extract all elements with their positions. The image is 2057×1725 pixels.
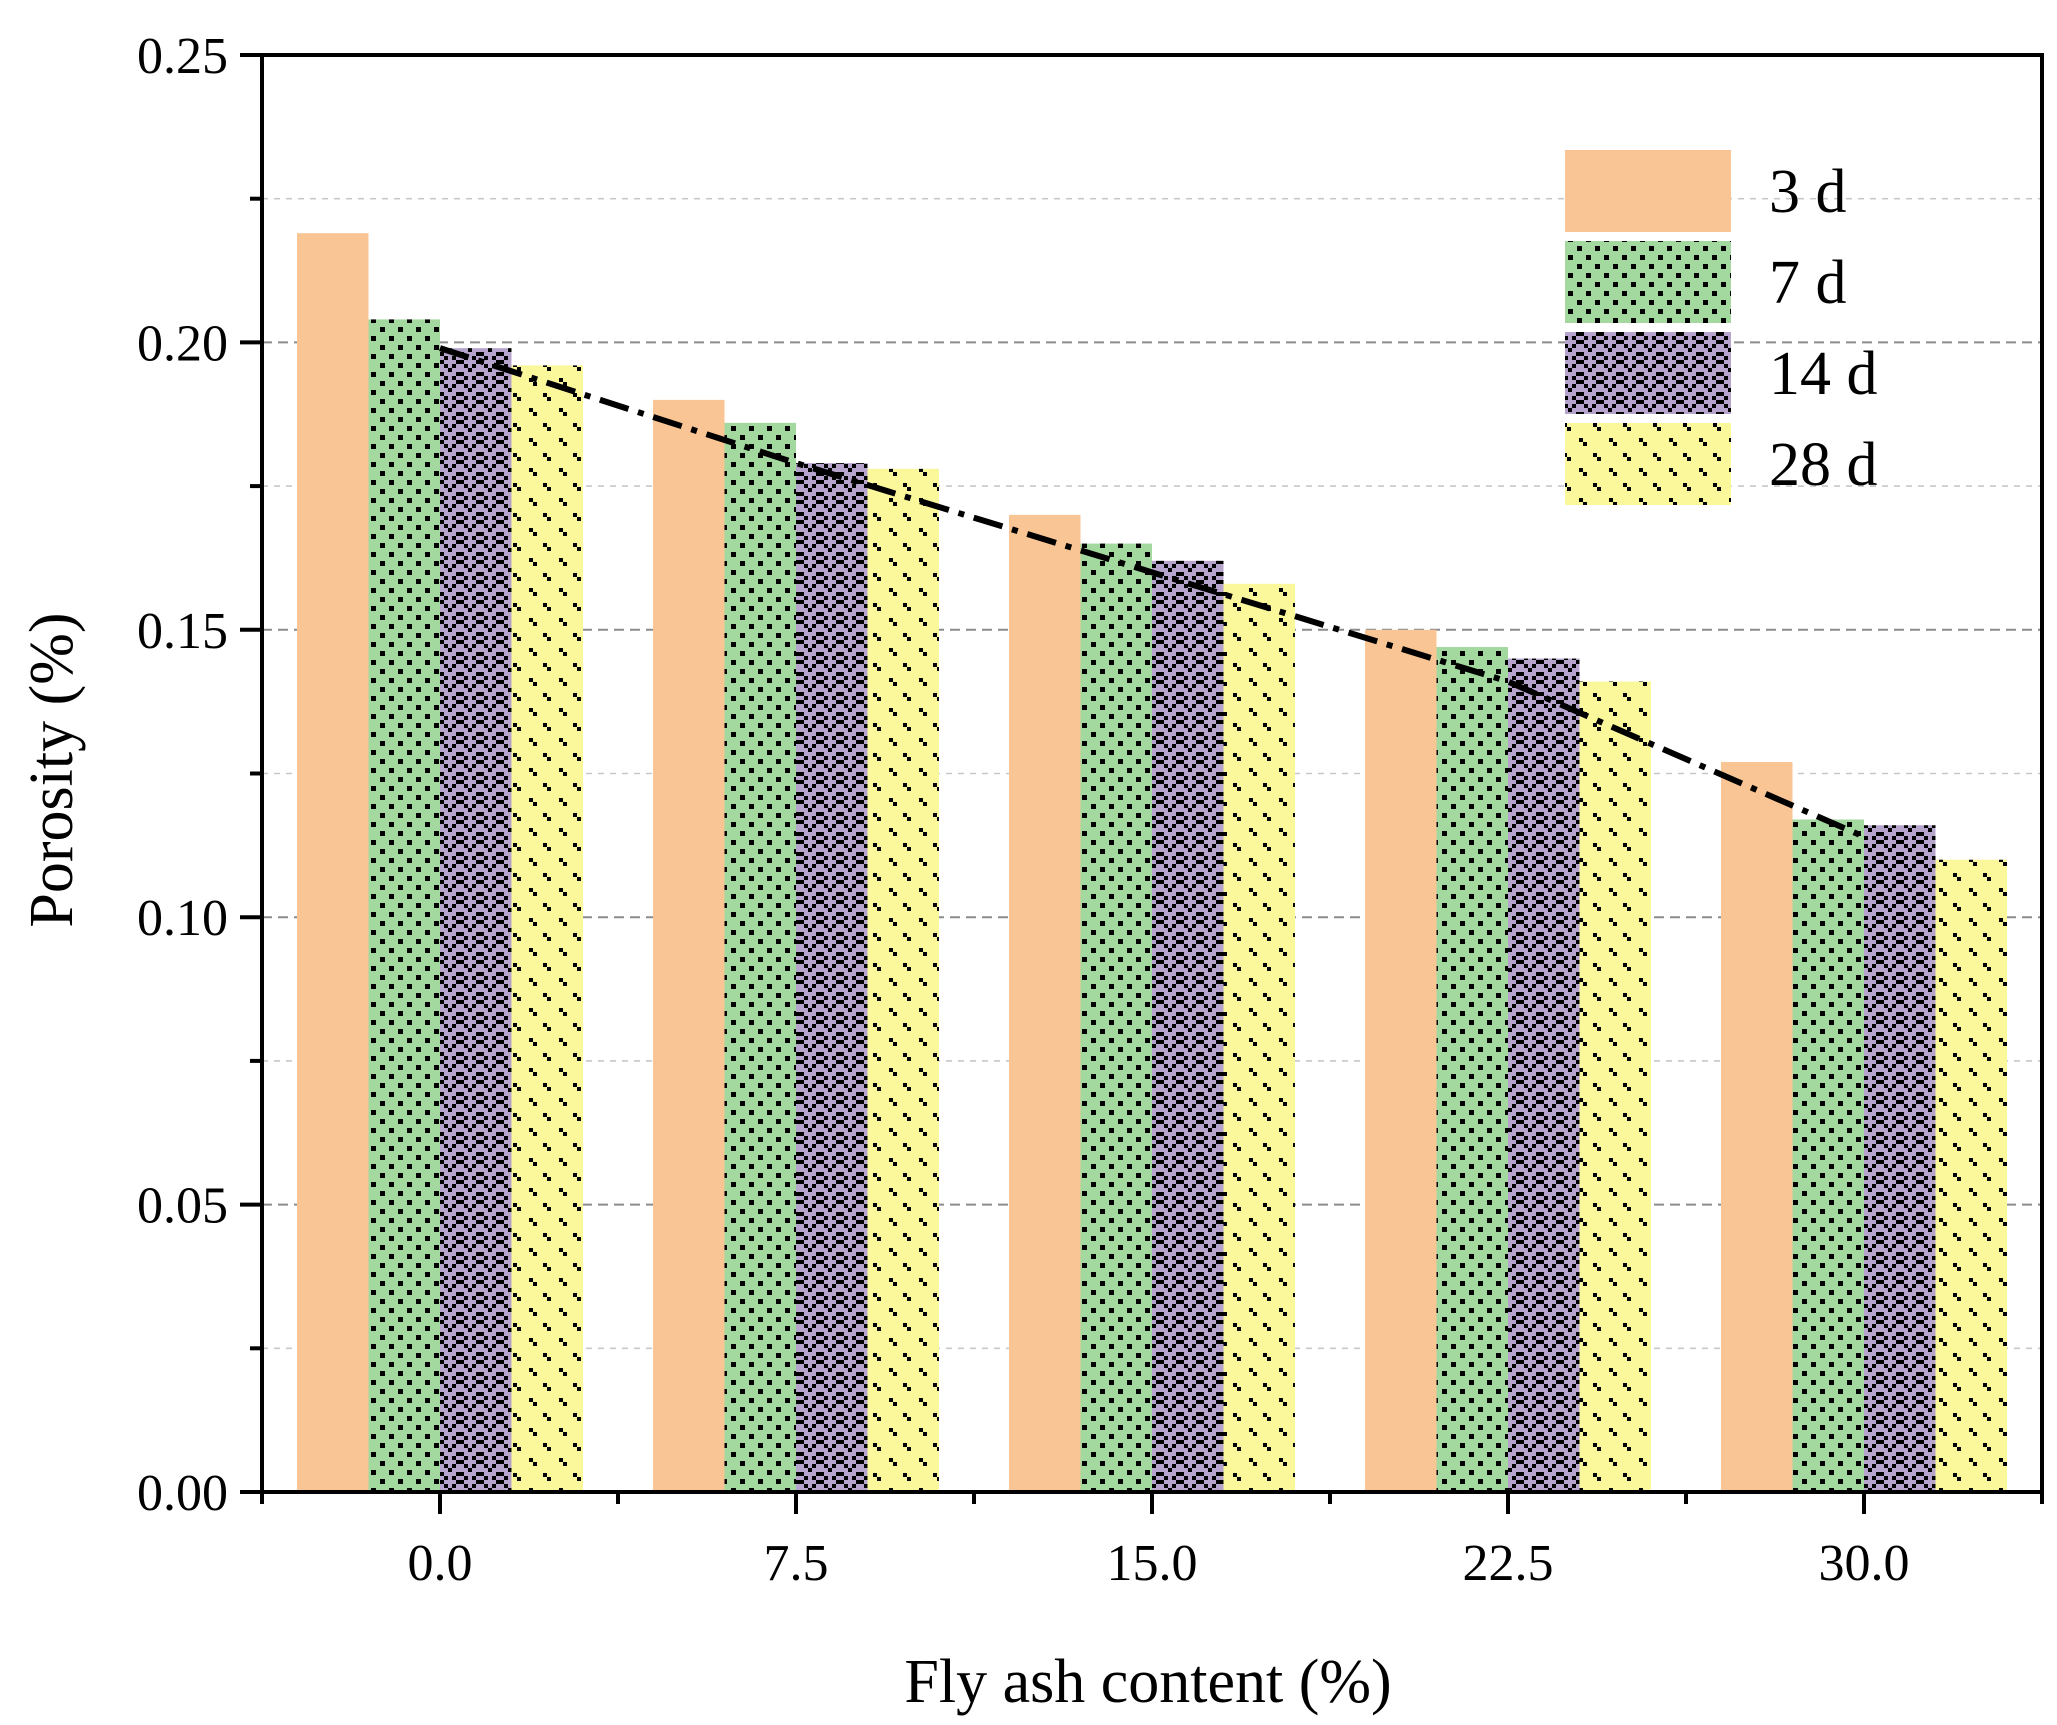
x-tick-label: 7.5 [764, 1535, 829, 1592]
legend-label-7d: 7 d [1769, 249, 1847, 317]
bar-14d-30.0 [1864, 825, 1936, 1492]
legend-swatch-7d [1565, 241, 1731, 323]
legend-label-3d: 3 d [1769, 158, 1847, 226]
bar-28d-0.0 [511, 365, 583, 1493]
bar-7d-22.5 [1436, 647, 1508, 1492]
x-tick-label: 30.0 [1819, 1535, 1910, 1592]
x-axis-title: Fly ash content (%) [904, 1648, 1391, 1716]
bars [297, 233, 2007, 1493]
x-tick-label: 0.0 [408, 1535, 473, 1592]
y-tick-label: 0.20 [137, 315, 228, 372]
x-tick-label: 22.5 [1463, 1535, 1554, 1592]
legend-swatch-14d [1565, 332, 1731, 414]
y-tick-label: 0.15 [137, 603, 228, 660]
legend-swatch-3d [1565, 150, 1731, 232]
bar-3d-15.0 [1009, 514, 1081, 1492]
y-tick-label: 0.00 [137, 1465, 228, 1522]
bar-7d-0.0 [368, 319, 440, 1493]
y-tick-label: 0.05 [137, 1178, 228, 1235]
bar-28d-15.0 [1223, 583, 1295, 1492]
bar-3d-30.0 [1721, 762, 1793, 1492]
bar-3d-0.0 [297, 233, 369, 1493]
bar-28d-7.5 [867, 468, 939, 1493]
y-tick-label: 0.10 [137, 890, 228, 947]
x-tick-label: 15.0 [1107, 1535, 1198, 1592]
bar-7d-30.0 [1792, 819, 1864, 1492]
legend: 3 d 7 d 14 d 28 d [1565, 150, 1878, 505]
bar-28d-30.0 [1935, 859, 2007, 1492]
legend-label-14d: 14 d [1769, 340, 1878, 408]
axes: 0.00 0.05 0.10 0.15 0.20 0.25 0.0 7.5 15.0 22.5 30… [137, 28, 2044, 1592]
legend-label-28d: 28 d [1769, 431, 1878, 499]
y-tick-label: 0.25 [137, 28, 228, 85]
trendline [439, 345, 1866, 840]
bar-14d-15.0 [1152, 560, 1224, 1492]
bar-7d-7.5 [724, 422, 796, 1492]
bar-28d-22.5 [1579, 681, 1651, 1492]
bar-3d-22.5 [1365, 629, 1437, 1492]
legend-swatch-28d [1565, 423, 1731, 505]
bar-7d-15.0 [1080, 543, 1152, 1492]
y-axis-title: Porosity (%) [18, 612, 86, 927]
trendline-group [439, 345, 1866, 840]
bar-14d-7.5 [796, 463, 868, 1492]
bar-14d-0.0 [440, 348, 512, 1493]
bar-3d-7.5 [653, 399, 725, 1492]
bar-14d-22.5 [1508, 658, 1580, 1492]
